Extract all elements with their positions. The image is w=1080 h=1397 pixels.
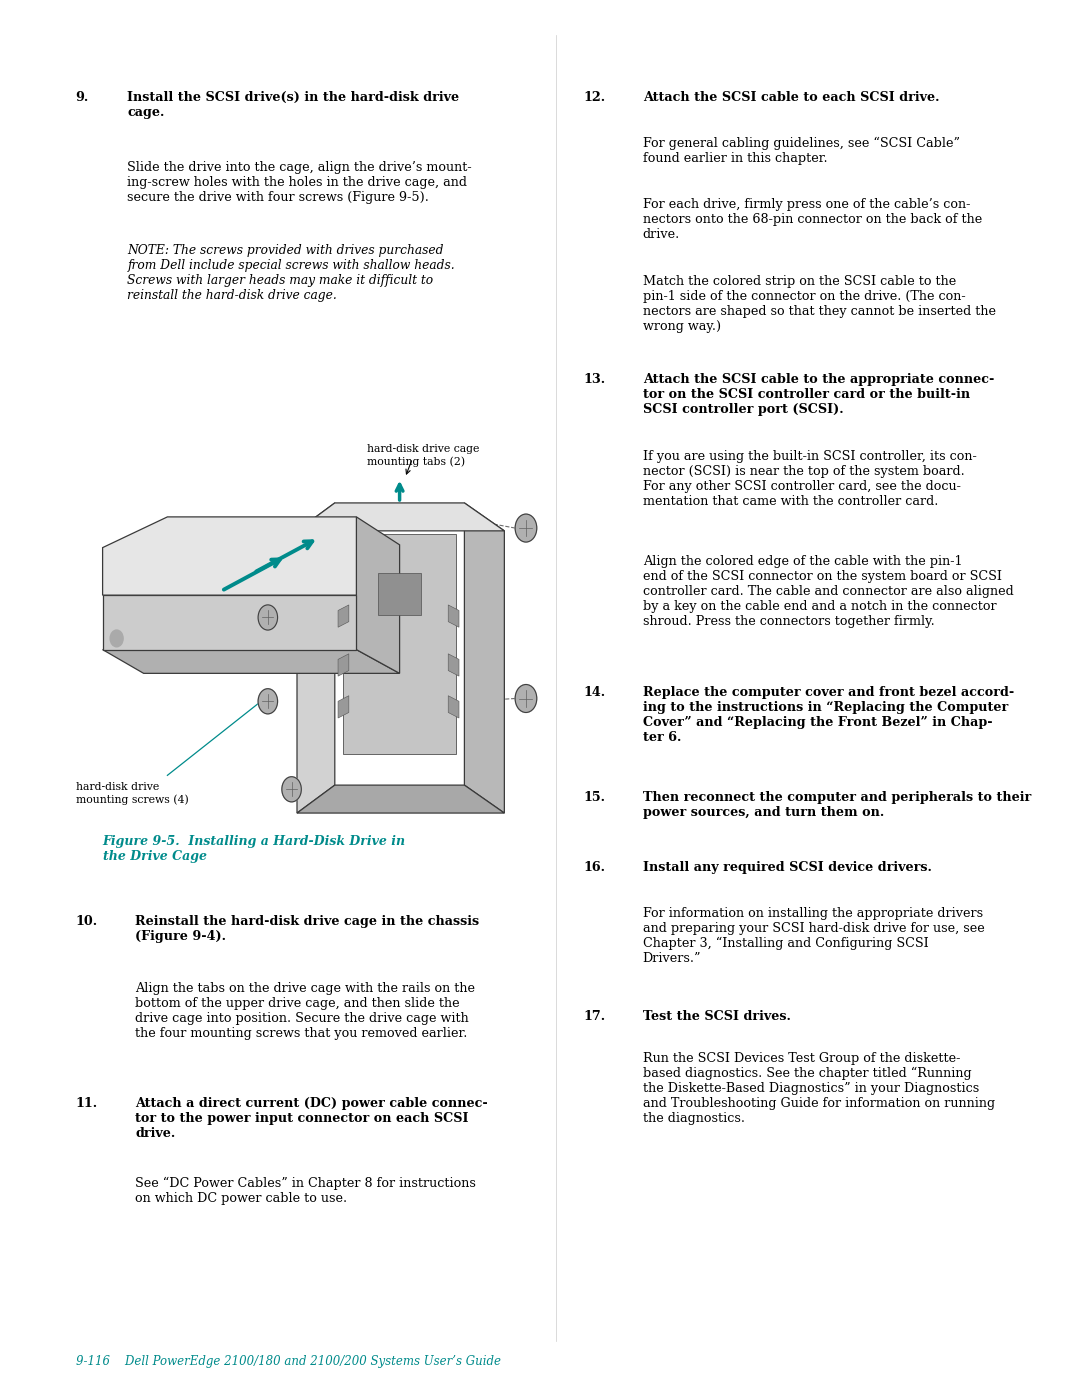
- Polygon shape: [343, 534, 456, 754]
- Text: Slide the drive into the cage, align the drive’s mount-
ing-screw holes with the: Slide the drive into the cage, align the…: [127, 161, 472, 204]
- Text: If you are using the built-in SCSI controller, its con-
nector (SCSI) is near th: If you are using the built-in SCSI contr…: [643, 450, 976, 509]
- Polygon shape: [297, 503, 504, 531]
- Text: Align the tabs on the drive cage with the rails on the
bottom of the upper drive: Align the tabs on the drive cage with th…: [135, 982, 475, 1041]
- Polygon shape: [464, 503, 504, 813]
- Text: Reinstall the hard-disk drive cage in the chassis
(Figure 9-4).: Reinstall the hard-disk drive cage in th…: [135, 915, 480, 943]
- Circle shape: [515, 685, 537, 712]
- Polygon shape: [103, 595, 356, 650]
- Text: Then reconnect the computer and peripherals to their
power sources, and turn the: Then reconnect the computer and peripher…: [643, 791, 1030, 819]
- Text: Attach the SCSI cable to the appropriate connec-
tor on the SCSI controller card: Attach the SCSI cable to the appropriate…: [643, 373, 994, 416]
- Text: Install any required SCSI device drivers.: Install any required SCSI device drivers…: [643, 861, 931, 873]
- Text: 11.: 11.: [76, 1097, 97, 1109]
- Text: 17.: 17.: [583, 1010, 605, 1023]
- Text: For information on installing the appropriate drivers
and preparing your SCSI ha: For information on installing the approp…: [643, 907, 984, 965]
- Circle shape: [282, 777, 301, 802]
- Text: 15.: 15.: [583, 791, 605, 803]
- Text: See “DC Power Cables” in Chapter 8 for instructions
on which DC power cable to u: See “DC Power Cables” in Chapter 8 for i…: [135, 1176, 476, 1204]
- Text: 12.: 12.: [583, 91, 605, 103]
- Polygon shape: [448, 654, 459, 676]
- Text: Replace the computer cover and front bezel accord-
ing to the instructions in “R: Replace the computer cover and front bez…: [643, 686, 1014, 745]
- Text: 9.: 9.: [76, 91, 89, 103]
- Polygon shape: [356, 517, 400, 673]
- Polygon shape: [297, 503, 335, 813]
- Circle shape: [258, 605, 278, 630]
- Polygon shape: [338, 654, 349, 676]
- Polygon shape: [448, 696, 459, 718]
- Text: 9-116    Dell PowerEdge 2100/180 and 2100/200 Systems User’s Guide: 9-116 Dell PowerEdge 2100/180 and 2100/2…: [76, 1355, 501, 1368]
- Text: 10.: 10.: [76, 915, 97, 928]
- Text: For general cabling guidelines, see “SCSI Cable”
found earlier in this chapter.: For general cabling guidelines, see “SCS…: [643, 137, 960, 165]
- Text: For each drive, firmly press one of the cable’s con-
nectors onto the 68-pin con: For each drive, firmly press one of the …: [643, 198, 982, 242]
- Text: NOTE: The screws provided with drives purchased
from Dell include special screws: NOTE: The screws provided with drives pu…: [127, 244, 455, 303]
- Text: 13.: 13.: [583, 373, 605, 386]
- Text: hard-disk drive cage
mounting tabs (2): hard-disk drive cage mounting tabs (2): [367, 444, 480, 467]
- Text: 16.: 16.: [583, 861, 605, 873]
- Text: Install the SCSI drive(s) in the hard-disk drive
cage.: Install the SCSI drive(s) in the hard-di…: [127, 91, 460, 119]
- Text: Align the colored edge of the cable with the pin-1
end of the SCSI connector on : Align the colored edge of the cable with…: [643, 555, 1013, 627]
- Text: Attach the SCSI cable to each SCSI drive.: Attach the SCSI cable to each SCSI drive…: [643, 91, 940, 103]
- Circle shape: [258, 689, 278, 714]
- Circle shape: [515, 514, 537, 542]
- Text: 14.: 14.: [583, 686, 605, 698]
- Text: Match the colored strip on the SCSI cable to the
pin-1 side of the connector on : Match the colored strip on the SCSI cabl…: [643, 275, 996, 334]
- Circle shape: [110, 630, 123, 647]
- Text: hard-disk drive
mounting screws (4): hard-disk drive mounting screws (4): [76, 782, 188, 805]
- Text: Run the SCSI Devices Test Group of the diskette-
based diagnostics. See the chap: Run the SCSI Devices Test Group of the d…: [643, 1052, 995, 1125]
- Text: Test the SCSI drives.: Test the SCSI drives.: [643, 1010, 791, 1023]
- Polygon shape: [378, 573, 421, 615]
- Text: Figure 9-5.  Installing a Hard-Disk Drive in
the Drive Cage: Figure 9-5. Installing a Hard-Disk Drive…: [103, 835, 406, 863]
- Polygon shape: [103, 650, 400, 673]
- Polygon shape: [338, 605, 349, 627]
- Polygon shape: [103, 517, 356, 595]
- Text: Attach a direct current (DC) power cable connec-
tor to the power input connecto: Attach a direct current (DC) power cable…: [135, 1097, 488, 1140]
- Polygon shape: [338, 696, 349, 718]
- Polygon shape: [297, 785, 504, 813]
- Polygon shape: [448, 605, 459, 627]
